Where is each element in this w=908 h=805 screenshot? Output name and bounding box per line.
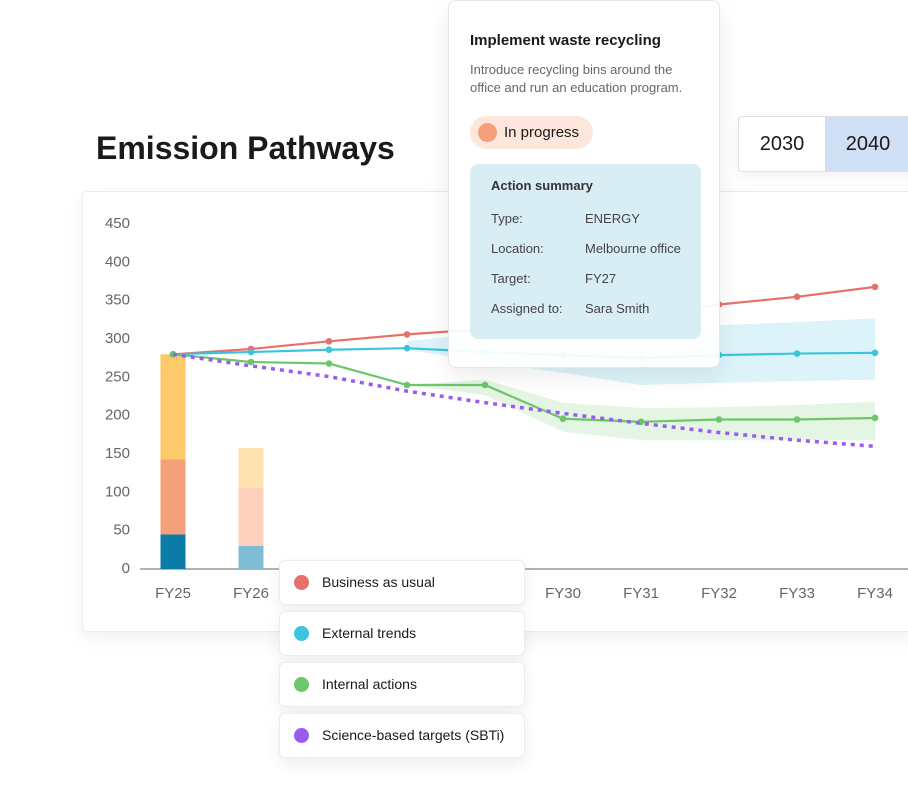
summary-row: Assigned to: Sara Smith (491, 301, 701, 316)
bar-segment (160, 534, 186, 569)
y-tick-label: 0 (122, 560, 130, 577)
y-tick-label: 100 (105, 483, 130, 500)
bar-segment (160, 459, 186, 535)
summary-title: Action summary (491, 178, 593, 193)
legend-item[interactable]: External trends (279, 611, 525, 656)
point (325, 346, 333, 354)
legend-dot (294, 626, 309, 641)
toggle-option[interactable]: 2030 (759, 132, 805, 155)
y-tick-label: 400 (105, 253, 130, 270)
summary-row: Type: ENERGY (491, 211, 701, 226)
status-pill: In progress (470, 116, 594, 149)
point (871, 349, 879, 357)
x-tick-label: FY32 (701, 585, 737, 602)
series-line (172, 352, 876, 449)
point (793, 350, 801, 357)
y-tick-label: 50 (113, 522, 130, 539)
summary-key: Target: (491, 271, 531, 286)
summary-value: Melbourne office (585, 241, 681, 256)
bar-segment (238, 487, 264, 546)
y-tick-label: 300 (105, 330, 130, 347)
bar-segment (238, 546, 264, 569)
point (403, 331, 411, 338)
x-tick-label: FY26 (233, 585, 269, 602)
point (793, 416, 801, 423)
summary-value: ENERGY (585, 211, 640, 226)
point (403, 381, 411, 389)
point (325, 338, 333, 345)
card-title: Implement waste recycling (470, 32, 661, 49)
legend-item[interactable]: Internal actions (279, 662, 525, 707)
y-tick-label: 250 (105, 368, 130, 385)
x-tick-label: FY31 (623, 585, 659, 602)
legend-label: Internal actions (322, 676, 417, 692)
summary-row: Location: Melbourne office (491, 241, 701, 256)
summary-value: FY27 (585, 271, 617, 286)
point (871, 414, 879, 422)
x-tick-label: FY34 (857, 585, 893, 602)
legend-dot (294, 728, 309, 743)
legend-item[interactable]: Business as usual (279, 560, 525, 605)
card-description: Introduce recycling bins around the offi… (470, 62, 683, 95)
y-tick-label: 150 (105, 445, 130, 462)
summary-key: Assigned to: (491, 301, 563, 316)
summary-value: Sara Smith (585, 301, 650, 316)
summary-key: Location: (491, 241, 544, 256)
point (247, 348, 255, 356)
summary-row: Target: FY27 (491, 271, 701, 286)
toggle-option[interactable]: 2040 (825, 117, 908, 171)
action-summary: Action summary Type: ENERGY Location: Melbo… (470, 164, 701, 339)
action-card: Implement waste recycling Introduce recy… (448, 0, 720, 368)
point (247, 358, 255, 366)
bar-segment (238, 447, 264, 488)
x-tick-label: FY30 (545, 585, 581, 602)
point (325, 360, 333, 367)
heading: Emission Pathways (96, 130, 395, 166)
point (481, 381, 489, 389)
legend-label: Business as usual (322, 574, 435, 590)
point (871, 283, 879, 291)
point (559, 415, 567, 423)
y-tick-label: 350 (105, 292, 130, 309)
point (715, 416, 723, 423)
series-line (172, 353, 876, 423)
x-tick-label: FY25 (155, 585, 191, 602)
legend-item[interactable]: Science-based targets (SBTi) (279, 713, 525, 758)
bar-segment (160, 354, 186, 460)
y-tick-label: 450 (105, 215, 130, 232)
uncertainty-band (407, 379, 875, 441)
legend-dot (294, 677, 309, 692)
legend-dot (294, 575, 309, 590)
y-tick-label: 200 (105, 407, 130, 424)
summary-key: Type: (491, 211, 523, 226)
year-toggle: 2030 2040 (738, 116, 908, 172)
x-tick-label: FY33 (779, 585, 815, 602)
point (793, 293, 801, 301)
legend-label: External trends (322, 625, 417, 641)
point (403, 344, 411, 352)
legend-label: Science-based targets (SBTi) (322, 727, 505, 743)
